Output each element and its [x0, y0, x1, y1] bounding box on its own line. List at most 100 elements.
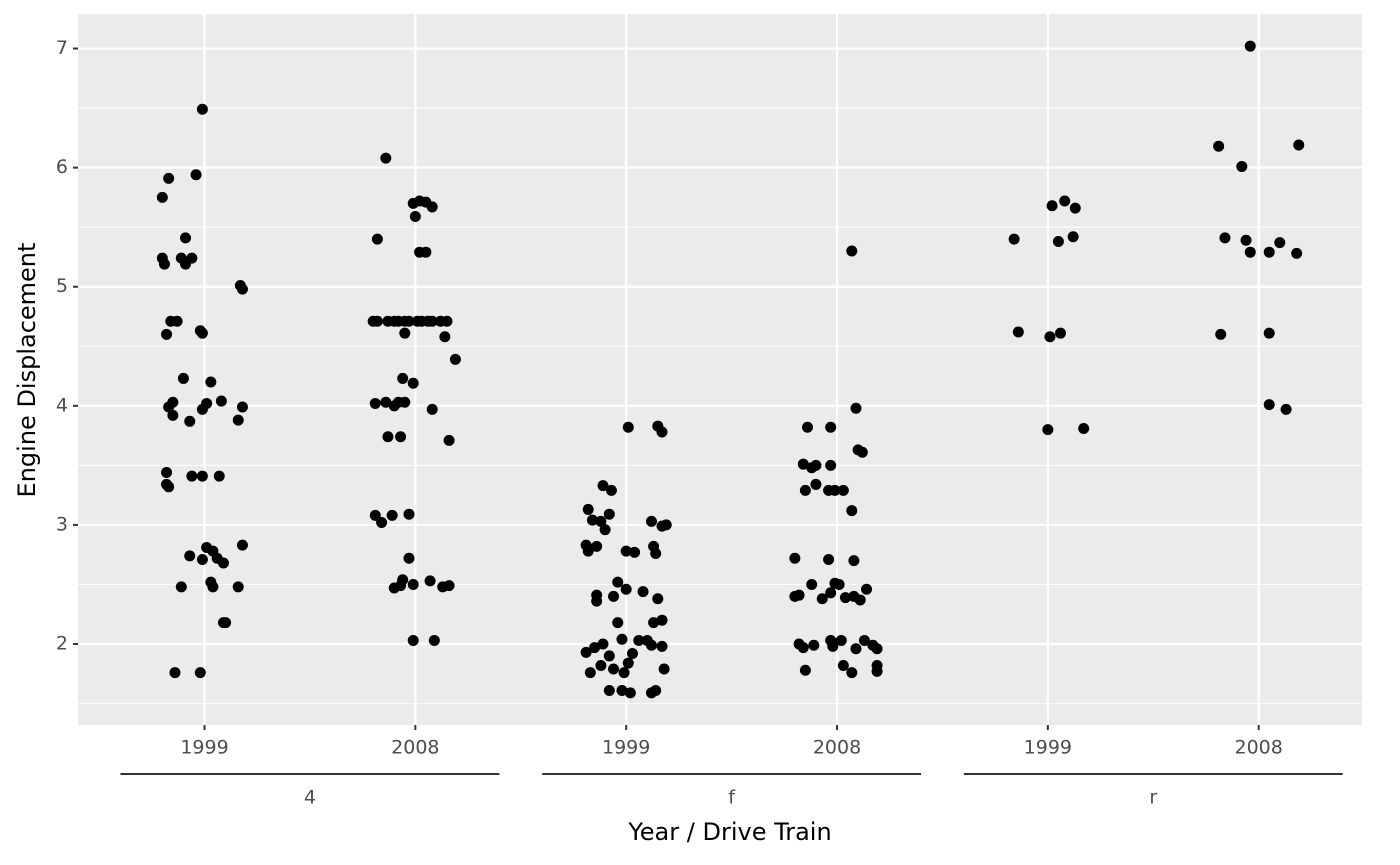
point [207, 581, 219, 593]
point [369, 509, 381, 521]
point [1280, 403, 1292, 415]
point [403, 315, 415, 327]
point [839, 592, 851, 604]
y-tick-label: 3 [56, 513, 68, 535]
point [586, 514, 598, 526]
point [1236, 160, 1248, 172]
point [449, 353, 461, 365]
point [1078, 422, 1090, 434]
point [395, 431, 407, 443]
point [407, 578, 419, 590]
point [158, 258, 170, 270]
point [612, 576, 624, 588]
point [156, 191, 168, 203]
point [801, 421, 813, 433]
point [793, 589, 805, 601]
point [1263, 399, 1275, 411]
point [846, 245, 858, 257]
point [799, 664, 811, 676]
point [194, 667, 206, 679]
point [837, 659, 849, 671]
point [439, 331, 451, 343]
point [591, 540, 603, 552]
point [837, 484, 849, 496]
x-tick-label: 1999 [602, 737, 650, 759]
point [163, 172, 175, 184]
point [407, 634, 419, 646]
point [1274, 237, 1286, 249]
point [190, 169, 202, 181]
point [196, 553, 208, 565]
point [409, 210, 421, 222]
point [810, 459, 822, 471]
panel [78, 14, 1362, 725]
x-tick-label: 1999 [1024, 737, 1072, 759]
point [620, 545, 632, 557]
point [658, 663, 670, 675]
point [213, 470, 225, 482]
point [403, 552, 415, 564]
point [232, 581, 244, 593]
point [580, 646, 592, 658]
point [1244, 40, 1256, 52]
point [825, 587, 837, 599]
point [380, 152, 392, 164]
point [1213, 140, 1225, 152]
point [616, 633, 628, 645]
y-tick-label: 2 [56, 633, 68, 655]
point [656, 614, 668, 626]
point [645, 515, 657, 527]
point [608, 663, 620, 675]
point [175, 581, 187, 593]
point [871, 643, 883, 655]
point [656, 640, 668, 652]
point [217, 557, 229, 569]
point [441, 315, 453, 327]
point [612, 617, 624, 629]
point [1069, 202, 1081, 214]
x-axis-title: Year / Drive Train [627, 818, 831, 846]
point [833, 578, 845, 590]
point [186, 470, 198, 482]
point [397, 574, 409, 586]
point [1055, 327, 1067, 339]
x-tick-label: 1999 [180, 737, 228, 759]
x-tick-label: 2008 [391, 737, 439, 759]
point [184, 415, 196, 427]
point [829, 484, 841, 496]
point [582, 503, 594, 515]
point [854, 594, 866, 606]
point [180, 258, 192, 270]
point [420, 246, 432, 258]
point [591, 595, 603, 607]
group-label: f [728, 787, 736, 809]
point [371, 315, 383, 327]
y-tick-label: 5 [56, 275, 68, 297]
point [789, 552, 801, 564]
point [1008, 233, 1020, 245]
point [236, 283, 248, 295]
point [184, 550, 196, 562]
point [584, 667, 596, 679]
point [641, 634, 653, 646]
point [603, 684, 615, 696]
point [205, 376, 217, 388]
point [656, 426, 668, 438]
group-label: 4 [304, 787, 316, 809]
point [1244, 246, 1256, 258]
point [376, 517, 388, 529]
point [1044, 331, 1056, 343]
point [595, 515, 607, 527]
point [196, 470, 208, 482]
point [605, 484, 617, 496]
point [810, 478, 822, 490]
point [1293, 139, 1305, 151]
point [399, 396, 411, 408]
point [608, 590, 620, 602]
point [169, 667, 181, 679]
point [1067, 231, 1079, 243]
point [1059, 195, 1071, 207]
point [1291, 247, 1303, 259]
